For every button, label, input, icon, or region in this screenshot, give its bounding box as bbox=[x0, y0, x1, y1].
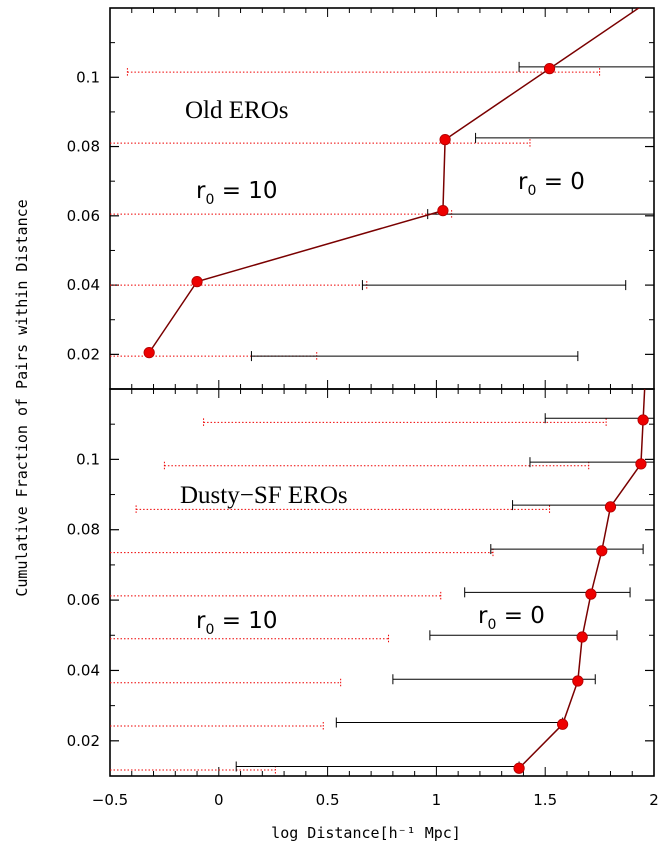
data-point bbox=[604, 501, 617, 513]
r0-0-label: r0 = 0 bbox=[478, 603, 545, 633]
x-axis-title: log Distance[h⁻¹ Mpc] bbox=[271, 824, 461, 842]
cumulative-line bbox=[148, 8, 641, 354]
r0-0-label: r0 = 0 bbox=[518, 169, 585, 199]
y-tick-label: 0.02 bbox=[67, 345, 100, 363]
y-tick-label: 0.04 bbox=[67, 276, 100, 294]
data-point bbox=[596, 545, 608, 557]
x-tick-label: 1.5 bbox=[533, 791, 557, 809]
y-tick-label: 0.06 bbox=[67, 591, 100, 609]
data-point bbox=[637, 414, 649, 426]
data-point bbox=[576, 631, 588, 643]
y-tick-label: 0.06 bbox=[67, 207, 100, 225]
x-tick-label: 1 bbox=[432, 791, 442, 809]
x-tick-label: 0 bbox=[214, 791, 224, 809]
x-tick-label: 2 bbox=[649, 791, 659, 809]
panel-frame bbox=[109, 7, 655, 390]
r0-10-label: r0 = 10 bbox=[196, 178, 278, 208]
x-tick-label: −0.5 bbox=[92, 791, 128, 809]
data-point bbox=[585, 588, 597, 600]
data-point bbox=[572, 675, 584, 687]
data-point bbox=[635, 458, 647, 470]
r0-10-label: r0 = 10 bbox=[196, 608, 278, 638]
x-tick-label: 0.5 bbox=[316, 791, 340, 809]
cumulative-line bbox=[518, 389, 646, 769]
data-point bbox=[543, 63, 556, 75]
panel-label: Dusty−SF EROs bbox=[180, 482, 348, 509]
data-point bbox=[143, 347, 155, 359]
panel-frame bbox=[109, 388, 655, 777]
data-point bbox=[437, 205, 449, 217]
y-tick-label: 0.08 bbox=[67, 521, 100, 539]
y-axis-title: Cumulative Fraction of Pairs within Dist… bbox=[13, 199, 31, 596]
y-tick-label: 0.04 bbox=[67, 661, 100, 679]
data-point bbox=[191, 276, 203, 288]
y-tick-label: 0.08 bbox=[67, 138, 100, 156]
data-point bbox=[513, 762, 525, 774]
panel-label: Old EROs bbox=[185, 97, 288, 124]
y-tick-label: 0.1 bbox=[76, 68, 100, 86]
data-point bbox=[557, 718, 569, 730]
y-tick-label: 0.1 bbox=[76, 450, 100, 468]
data-point bbox=[439, 134, 451, 146]
y-tick-label: 0.02 bbox=[67, 732, 100, 750]
